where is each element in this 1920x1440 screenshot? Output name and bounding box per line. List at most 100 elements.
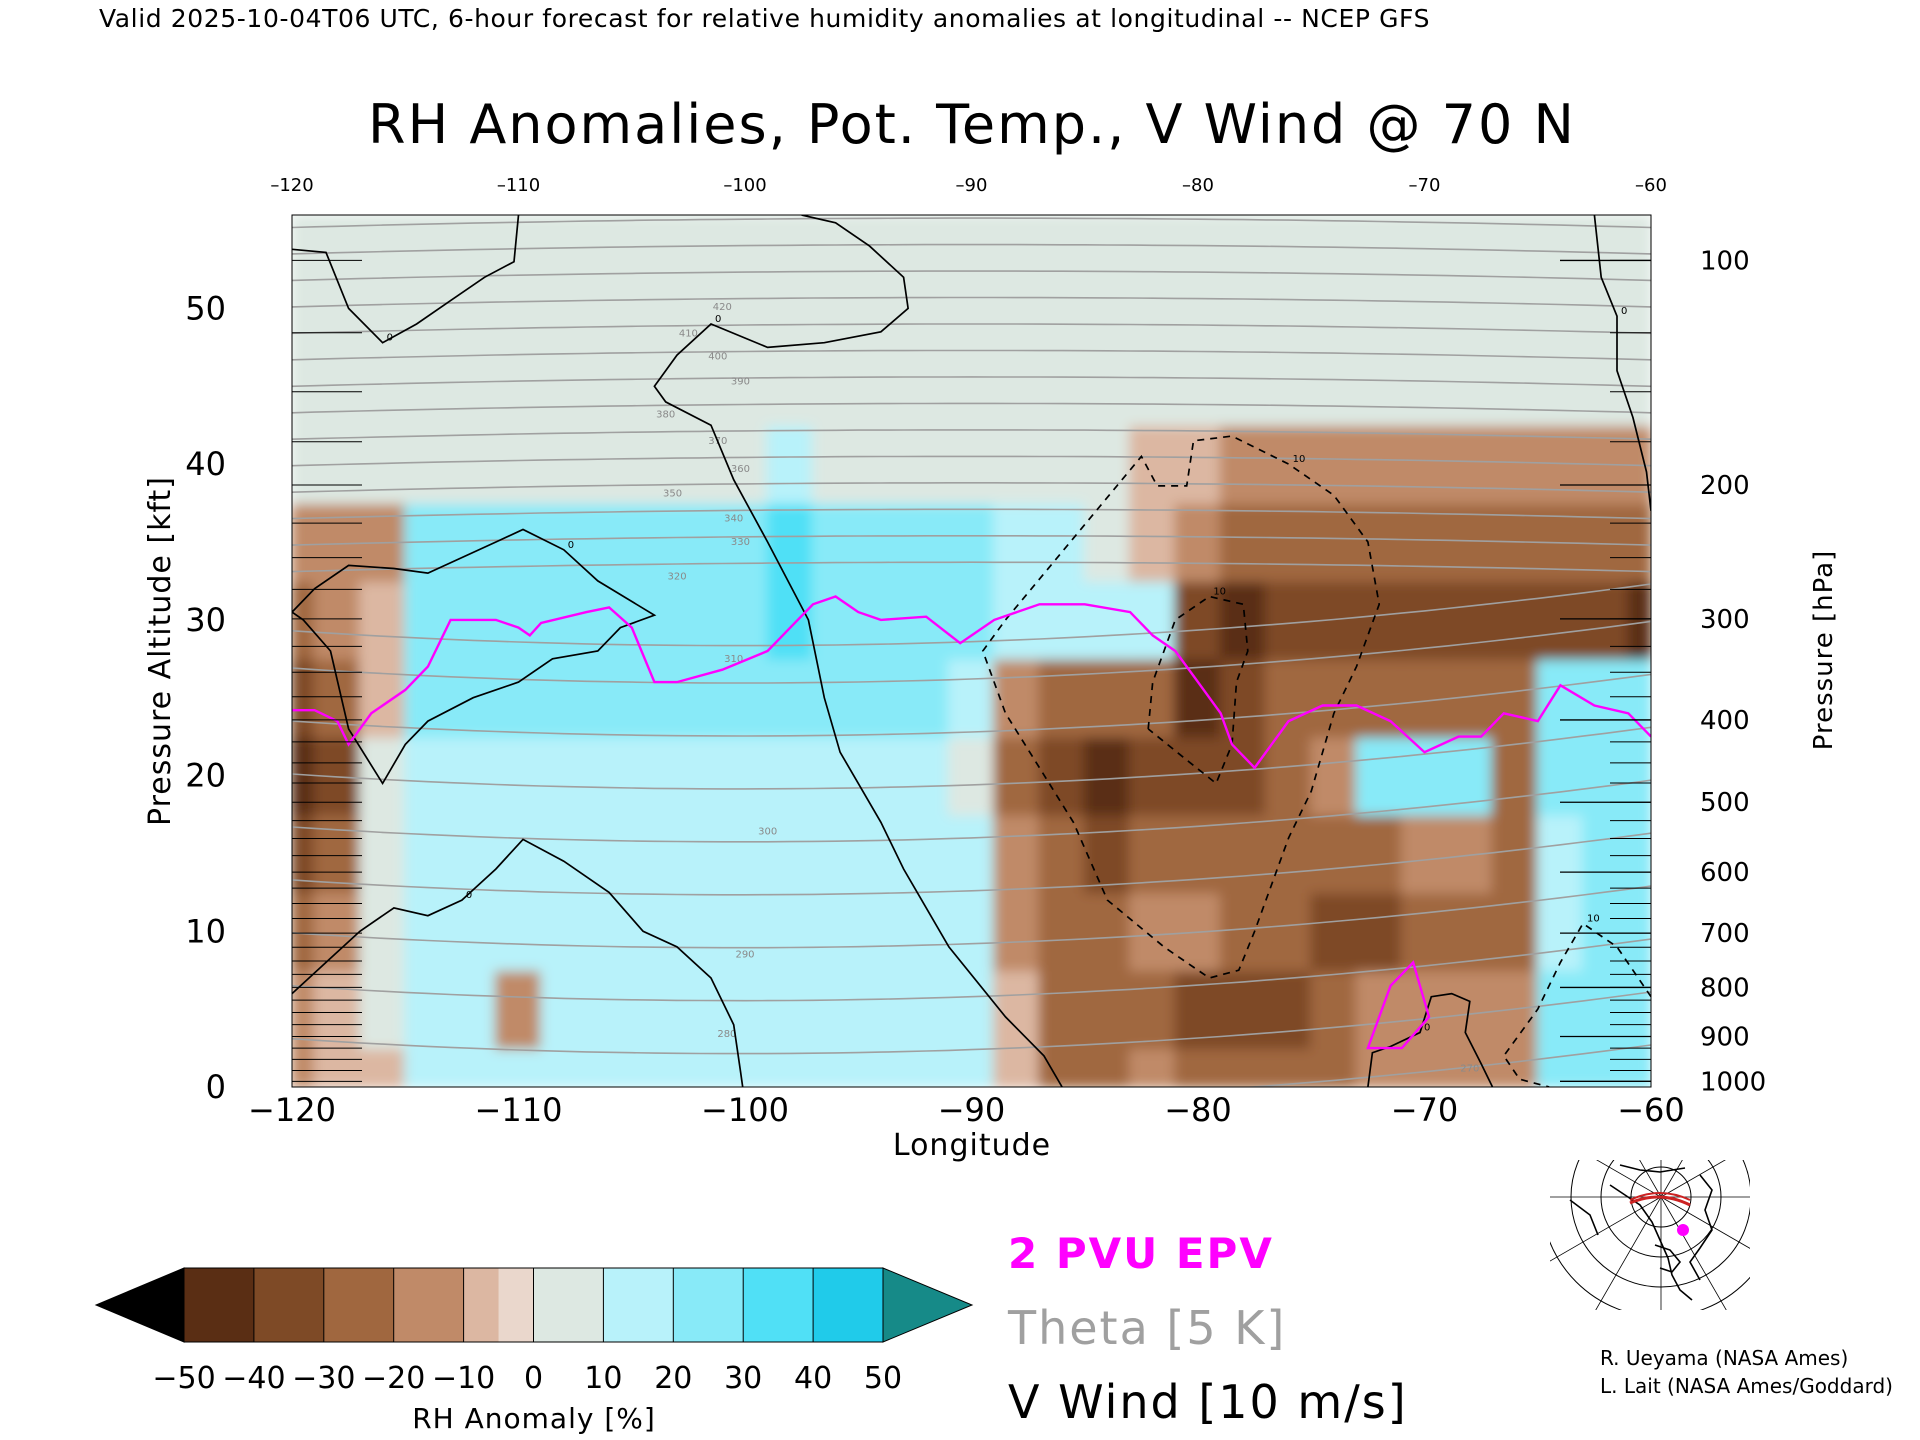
rh-cell xyxy=(449,813,497,894)
rh-cell xyxy=(494,813,543,894)
rh-cell xyxy=(494,424,543,505)
inset-meridian xyxy=(1660,1196,1750,1249)
rh-cell xyxy=(358,346,407,427)
rh-cell xyxy=(1536,579,1585,660)
rh-cell xyxy=(1129,969,1177,1050)
theta-contour xyxy=(292,33,1651,42)
rh-cell xyxy=(292,502,316,582)
rh-cell xyxy=(1264,424,1313,505)
v-wind-label: 10 xyxy=(1293,454,1306,465)
theta-label: 360 xyxy=(731,464,750,475)
rh-cell xyxy=(540,215,588,263)
rh-cell xyxy=(1310,813,1358,894)
rh-cell xyxy=(1264,657,1313,738)
rh-cell xyxy=(676,579,724,660)
rh-cell xyxy=(1400,813,1449,894)
colorbar-bin-half xyxy=(533,1268,569,1342)
theta-contour xyxy=(292,376,1651,388)
rh-cell xyxy=(1264,579,1313,660)
rh-cell xyxy=(540,424,588,505)
rh-cell xyxy=(358,1047,407,1087)
rh-cell xyxy=(494,969,543,1050)
rh-cell xyxy=(676,346,724,427)
rh-cell xyxy=(993,735,1041,816)
rh-cell xyxy=(676,813,724,894)
colorbar-label: RH Anomaly [%] xyxy=(412,1402,656,1435)
rh-cell xyxy=(857,346,905,427)
rh-cell xyxy=(404,657,452,738)
rh-cell xyxy=(1400,1047,1449,1087)
rh-cell xyxy=(1627,969,1651,1050)
theta-label: 310 xyxy=(724,654,743,665)
rh-cell xyxy=(902,215,950,263)
rh-cell xyxy=(811,657,860,738)
rh-cell xyxy=(993,424,1041,505)
rh-cell xyxy=(540,969,588,1050)
y-axis-label: Pressure Altitude [kft] xyxy=(143,476,178,826)
theta-contour xyxy=(292,482,1651,493)
theta-label: 350 xyxy=(663,489,682,500)
v-wind-label: 0 xyxy=(715,314,721,325)
rh-cell xyxy=(1400,969,1449,1050)
rh-cell xyxy=(1582,215,1630,263)
rh-cell xyxy=(1038,657,1086,738)
rh-cell xyxy=(449,424,497,505)
rh-cell xyxy=(404,813,452,894)
rh-cell xyxy=(1129,346,1177,427)
v-wind-contour-0 xyxy=(1593,215,1651,511)
rh-cell xyxy=(1264,735,1313,816)
rh-cell xyxy=(811,735,860,816)
rh-cell xyxy=(947,969,996,1050)
rh-cell xyxy=(1083,969,1132,1050)
rh-cell xyxy=(1174,260,1222,349)
rh-cell xyxy=(857,969,905,1050)
rh-cell xyxy=(766,735,814,816)
inset-section-line xyxy=(1629,1195,1691,1207)
rh-cell xyxy=(721,657,769,738)
rh-cell xyxy=(1536,969,1585,1050)
rh-cell xyxy=(1491,813,1539,894)
rh-cell xyxy=(540,813,588,894)
inset-map xyxy=(1550,1160,1750,1310)
rh-cell xyxy=(313,502,361,582)
rh-cell xyxy=(902,346,950,427)
rh-cell xyxy=(292,215,316,263)
rh-cell xyxy=(993,813,1041,894)
rh-cell xyxy=(585,424,633,505)
rh-cell xyxy=(1083,424,1132,505)
theta-contour xyxy=(292,508,1651,520)
rh-cell xyxy=(358,735,407,816)
rh-cell xyxy=(947,215,996,263)
rh-cell xyxy=(1400,735,1449,816)
rh-cell xyxy=(585,969,633,1050)
rh-cell xyxy=(1310,346,1358,427)
rh-cell xyxy=(857,260,905,349)
rh-cell xyxy=(449,1047,497,1087)
rh-cell xyxy=(1264,346,1313,427)
x-tick-label: −90 xyxy=(938,1091,1006,1129)
rh-cell xyxy=(1582,969,1630,1050)
rh-cell xyxy=(721,346,769,427)
colorbar-tick-label: −10 xyxy=(432,1361,495,1396)
rh-cell xyxy=(1174,215,1222,263)
rh-cell xyxy=(947,260,996,349)
rh-cell xyxy=(1264,260,1313,349)
rh-cell xyxy=(585,891,633,972)
rh-cell xyxy=(540,1047,588,1087)
rh-cell xyxy=(540,657,588,738)
rh-cell xyxy=(1174,1047,1222,1087)
theta-label: 280 xyxy=(717,1029,736,1040)
rh-cell xyxy=(902,579,950,660)
theta-contour xyxy=(292,6,1651,15)
plot-frame xyxy=(291,214,1652,1088)
theta-contour xyxy=(292,832,1651,896)
rh-cell xyxy=(358,579,407,660)
credit-line-2: L. Lait (NASA Ames/Goddard) xyxy=(1600,1374,1893,1398)
rh-cell xyxy=(1536,346,1585,427)
rh-cell xyxy=(1627,502,1651,582)
rh-cell xyxy=(313,1047,361,1087)
theta-contour xyxy=(292,673,1651,737)
rh-cell xyxy=(630,260,679,349)
colorbar-tick-label: 30 xyxy=(724,1361,762,1396)
rh-cell xyxy=(1355,891,1403,972)
